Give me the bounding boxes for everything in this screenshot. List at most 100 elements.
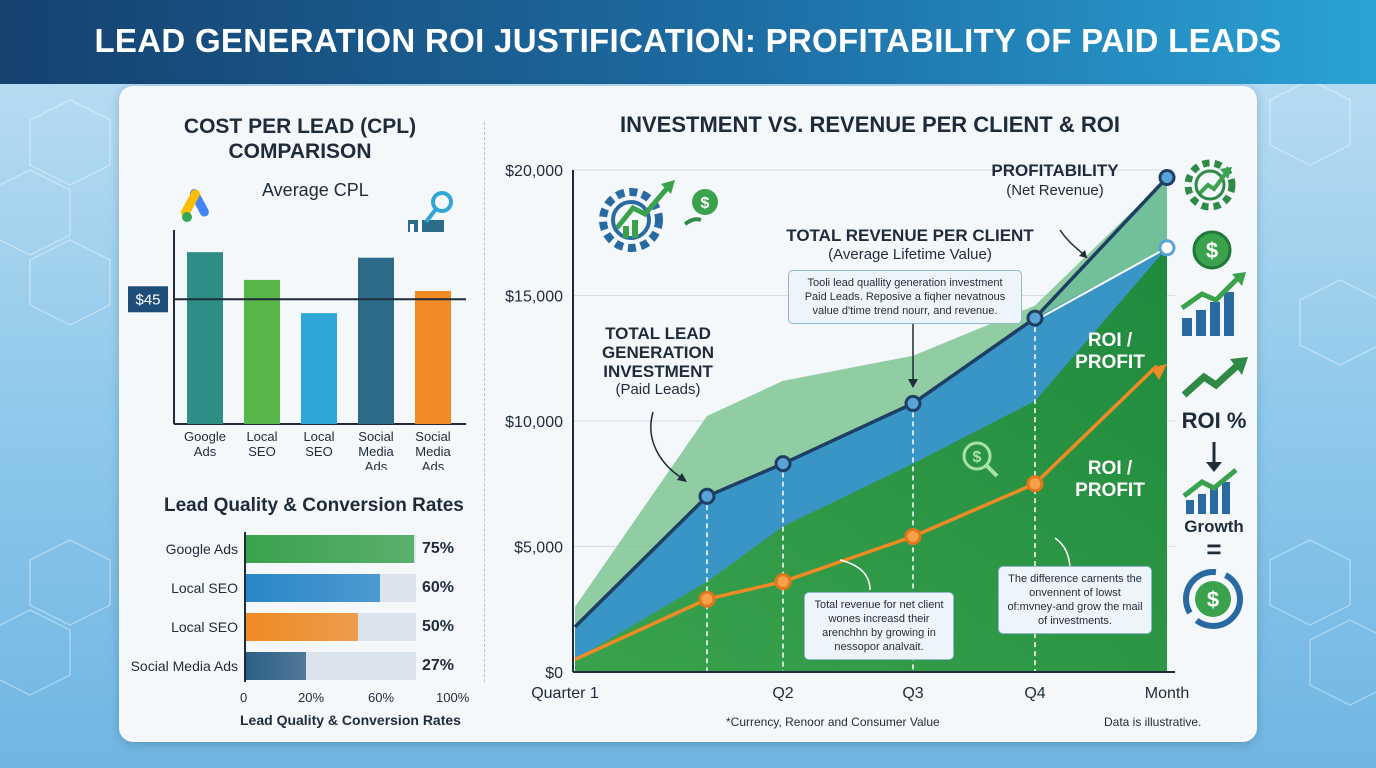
quality-value-2: 50% (422, 618, 455, 635)
roi-profit-label-lower-2: PROFIT (1075, 480, 1145, 501)
down-arrow-icon (1206, 442, 1222, 472)
quality-bar-3 (246, 652, 307, 680)
cpl-bar-chart: $45 Google Ads Local SEO Local SEO Social Media… (128, 230, 466, 470)
roi-profit-label-lower-1: ROI / (1087, 458, 1133, 479)
quality-x-axis-label: Lead Quality & Conversion Rates (240, 712, 461, 728)
cpl-chart-title: COST PER LEAD (CPL) COMPARISON (183, 115, 417, 163)
quality-y-axis (244, 532, 246, 682)
quality-label-0: Google Ads (165, 541, 238, 557)
quality-label-1: Local SEO (171, 580, 238, 596)
revenue-line (1034, 246, 1168, 322)
main-ytick-0: $0 (545, 665, 563, 682)
cpl-xlabel-2: Local SEO (303, 429, 334, 459)
svg-text:$: $ (701, 195, 710, 212)
cpl-xlabel-3: Social Media Ads (358, 429, 394, 470)
investment-line (573, 176, 1169, 629)
main-xtick-0: Quarter 1 (531, 685, 599, 702)
quality-track-0 (246, 535, 416, 563)
quality-value-1: 60% (422, 579, 455, 596)
page-title: LEAD GENERATION ROI JUSTIFICATION: PROFI… (94, 22, 1282, 59)
quality-track-1 (246, 574, 416, 602)
equals-sign: = (1206, 534, 1222, 564)
quality-xtick-0: 0 (240, 690, 248, 705)
main-ytick-4: $20,000 (505, 163, 563, 180)
quality-xtick-2: 60% (368, 690, 395, 705)
revenue-note: Tooli lead quallity generation investmen… (788, 270, 1022, 324)
quality-value-3: 27% (422, 657, 455, 674)
main-ytick-3: $15,000 (505, 289, 563, 306)
quality-track-3 (246, 652, 416, 680)
roi-point-1 (698, 590, 716, 608)
mid-note-pointer-icon (839, 559, 871, 591)
roi-profit-label-upper-2: PROFIT (1075, 352, 1145, 373)
growth-label: Growth (1184, 517, 1244, 536)
roi-point-4 (1026, 475, 1044, 493)
main-ytick-2: $10,000 (505, 414, 563, 431)
investment-point-2 (774, 455, 792, 473)
quality-xtick-3: 100% (436, 690, 470, 705)
cpl-bar-4 (415, 290, 451, 424)
gear-chart-icon (1184, 159, 1236, 211)
quality-label-3: Social Media Ads (130, 658, 238, 674)
seo-key-icon (408, 191, 453, 232)
investment-label-2: GENERATION (601, 343, 715, 362)
main-xtick-5: Month (1145, 685, 1189, 702)
cpl-xlabel-4: Social Media Ads (415, 429, 451, 470)
profit-area (575, 247, 1167, 672)
dollar-cycle-icon: $ (1183, 569, 1243, 629)
trend-up-arrow-icon (1181, 357, 1248, 398)
right-note: The difference carnents the onvennent of… (998, 566, 1152, 634)
investment-revenue-chart: $0 $5,000 $10,000 $15,000 $20,000 Quarter 1 Q… (505, 163, 1189, 702)
investment-label-3: INVESTMENT (603, 362, 713, 381)
main-xtick-2: Q2 (772, 685, 793, 702)
revenue-point-5 (1158, 239, 1176, 257)
cpl-bar-2 (301, 313, 337, 424)
quality-value-0: 75% (422, 540, 455, 557)
dollar-coin-icon: $ (1192, 230, 1232, 270)
svg-text:$: $ (973, 449, 982, 466)
revenue-sub: (Average Lifetime Value) (828, 246, 992, 263)
roi-point-2 (774, 573, 792, 591)
quality-xtick-1: 20% (298, 690, 325, 705)
roi-line (574, 364, 1159, 662)
profitability-label: PROFITABILITY (991, 161, 1119, 180)
roi-point-3 (904, 527, 922, 545)
cpl-bar-3 (358, 257, 394, 424)
cpl-subtitle: Average CPL (262, 180, 369, 200)
investment-pointer-icon (650, 411, 686, 481)
svg-text:$: $ (1207, 587, 1219, 612)
footnote: *Currency, Renoor and Consumer Value (726, 715, 940, 729)
quality-track-2 (246, 613, 416, 641)
investment-label-1: TOTAL LEAD (605, 324, 711, 343)
investment-sub: (Paid Leads) (615, 381, 701, 398)
google-ads-logo-icon (181, 188, 209, 222)
growth-small-icon (1182, 468, 1238, 514)
investment-point-5 (1158, 169, 1176, 187)
profitability-sub: (Net Revenue) (1006, 182, 1104, 199)
cpl-xlabel-0: Google Ads (184, 429, 226, 459)
svg-text:$: $ (1206, 238, 1218, 263)
quality-bar-1 (246, 574, 381, 602)
quality-bar-2 (246, 613, 358, 641)
investment-point-4 (1026, 309, 1044, 327)
roi-arrow-head (1151, 364, 1167, 380)
quality-label-2: Local SEO (171, 619, 238, 635)
gear-growth-icon: $ (599, 180, 718, 252)
cpl-reference-label: $45 (135, 291, 160, 308)
main-xtick-3: Q3 (902, 685, 923, 702)
illustrative-note: Data is illustrative. (1104, 715, 1202, 729)
investment-point-1 (698, 487, 716, 505)
magnifier-dollar-icon: $ (962, 441, 999, 478)
cpl-bar-1 (244, 279, 280, 424)
cpl-xlabel-1: Local SEO (246, 429, 277, 459)
growth-bars-icon (1180, 272, 1246, 336)
section-divider (484, 122, 485, 682)
roi-percent-label: ROI % (1181, 408, 1247, 433)
roi-chart-title: INVESTMENT VS. REVENUE PER CLIENT & ROI (620, 112, 1120, 137)
quality-chart-title: Lead Quality & Conversion Rates (164, 495, 464, 516)
main-ytick-1: $5,000 (514, 540, 563, 557)
quality-bar-0 (246, 535, 414, 563)
revenue-label: TOTAL REVENUE PER CLIENT (786, 226, 1034, 245)
roi-profit-label-upper-1: ROI / (1087, 330, 1133, 351)
investment-point-3 (904, 394, 922, 412)
